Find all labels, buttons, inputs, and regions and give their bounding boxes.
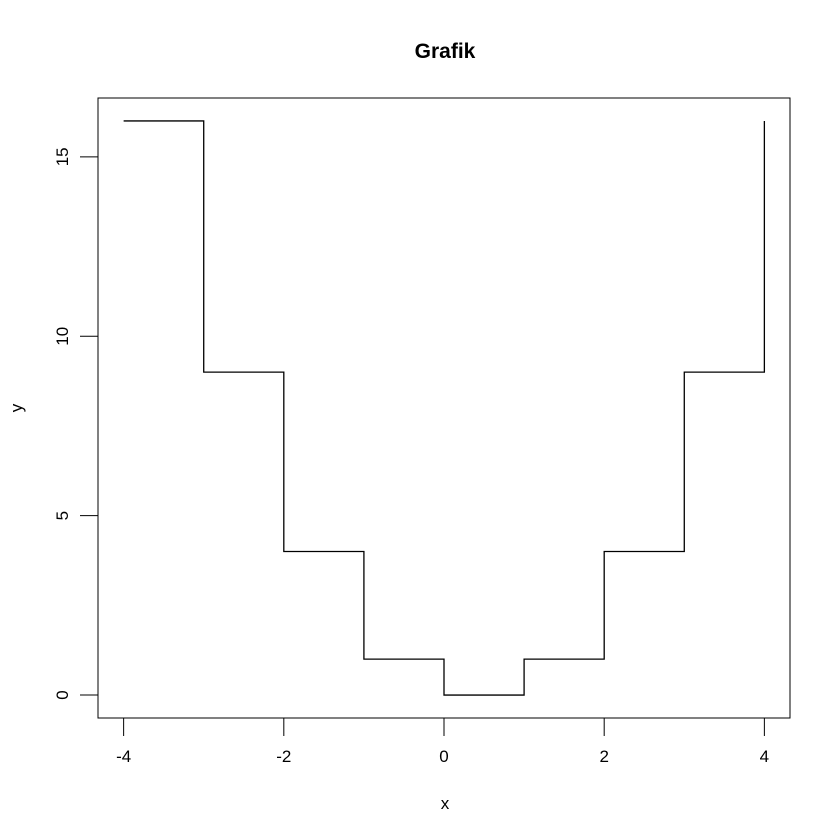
series-line [123,120,766,696]
y-axis-label: y [7,403,26,412]
x-tick-label: 0 [439,747,448,766]
x-axis-label: x [441,794,450,813]
x-tick-label: -4 [116,747,131,766]
x-tick-label: 2 [599,747,608,766]
y-tick-label: 5 [53,511,72,520]
plot-frame [97,97,791,719]
x-axis: -4 -2 0 2 4 [116,717,769,766]
y-tick-label: 15 [53,147,72,166]
x-tick-label: 4 [760,747,769,766]
chart-title: Grafik [415,40,476,63]
y-tick-label: 0 [53,690,72,699]
y-axis: 0 5 10 15 [53,147,99,700]
x-tick-label: -2 [276,747,291,766]
y-tick-label: 10 [53,327,72,346]
